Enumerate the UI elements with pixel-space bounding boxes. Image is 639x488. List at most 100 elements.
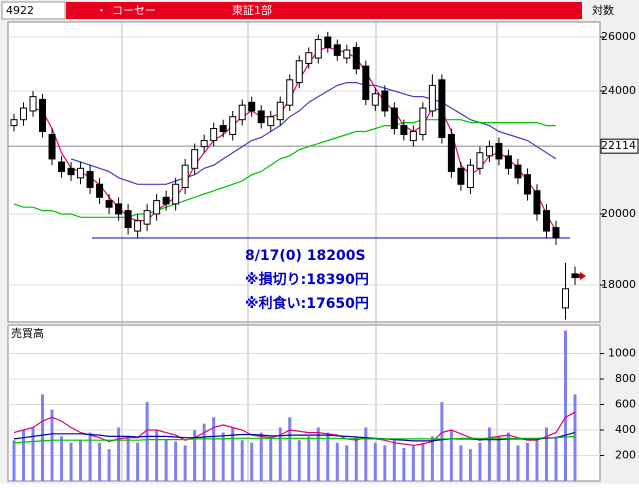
volume-bar [250,442,254,481]
volume-bar [354,436,358,481]
volume-bar [155,430,159,481]
annotation: ※利食い:17650円 [245,295,369,312]
candle-body [381,90,389,112]
y-tick-label: 1000 [608,347,636,360]
volume-bar [497,436,501,481]
candle-body [400,125,408,136]
candle-body [134,220,142,232]
volume-bar [202,423,206,481]
volume-bar [563,330,567,481]
volume-bar [364,427,368,481]
volume-bar [50,409,54,481]
candle-body [286,79,294,106]
candle-body [561,288,569,309]
candle-body [514,164,522,179]
volume-bar [193,430,197,481]
candle-body [219,125,227,133]
volume-panel [7,324,601,482]
volume-bar [117,427,121,481]
candle-body [162,196,170,205]
annotation: 8/17(0) 18200S [245,248,366,264]
candle-body [552,227,560,239]
bullet: ・ [96,4,107,17]
candle-body [438,79,446,139]
candle-body [419,107,427,136]
annotation: ※損切り:18390円 [245,271,369,288]
candle-body [533,190,541,215]
volume-bar [506,432,510,481]
candle-body [210,128,218,142]
volume-bar [183,445,187,481]
candle-body [257,110,265,124]
volume-bar [402,447,406,481]
candle-body [523,174,531,195]
candle-body [86,170,94,189]
candle-body [229,116,237,136]
volume-bar [297,440,301,481]
candle-body [476,152,484,169]
volume-bar [12,440,16,481]
candle-body [333,44,341,56]
volume-bar [174,441,178,481]
volume-bar [525,442,529,481]
candle-body [238,104,246,121]
candle-body [58,161,66,172]
candle-body [504,155,512,169]
y-tick-label: 20000 [601,207,636,220]
volume-bar [278,427,282,481]
volume-bar [240,440,244,481]
volume-bar [307,436,311,481]
moving-average [13,435,576,444]
candle-body [105,200,113,208]
current-price-box [600,138,639,154]
volume-bar [573,394,577,481]
candle-body [248,101,256,112]
candle-body [428,84,436,112]
volume-bar [345,445,349,481]
candle-body [276,101,284,121]
candle-body [39,98,47,133]
candle-body [124,210,132,229]
moving-average [70,82,557,185]
volume-bar [411,445,415,481]
y-tick-label: 600 [615,398,636,411]
candle-body [77,167,85,179]
candle-body [29,96,37,112]
candle-body [172,183,180,205]
candle-body [96,183,104,198]
volume-bar [79,440,83,481]
volume-bar [22,430,26,481]
volume-bar [468,449,472,481]
volume-bar [41,394,45,481]
candle-body [466,164,474,189]
candle-body [200,140,208,148]
moving-average [13,119,556,218]
volume-bar [212,417,216,481]
candle-body [352,46,360,70]
volume-bar [487,427,491,481]
y-tick-label: 26000 [601,30,636,43]
volume-bar [459,445,463,481]
volume-bar [88,432,92,481]
candle-body [314,39,322,59]
volume-bar [478,442,482,481]
volume-bar [335,442,339,481]
candle-body [20,107,28,121]
candle-body [343,49,351,59]
candle-body [305,52,313,64]
code: 4922 [6,4,34,17]
candle-body [67,167,75,176]
candle-body [191,149,199,169]
y-tick-label: 18000 [601,278,636,291]
volume-bar [98,442,102,481]
candle-body [457,167,465,185]
candle-body [324,36,332,48]
volume-bar [383,445,387,481]
volume-bar [145,401,149,481]
volume-bar [316,427,320,481]
candle-body [571,273,579,279]
y-tick-label: 800 [615,372,636,385]
volume-bar [544,427,548,481]
